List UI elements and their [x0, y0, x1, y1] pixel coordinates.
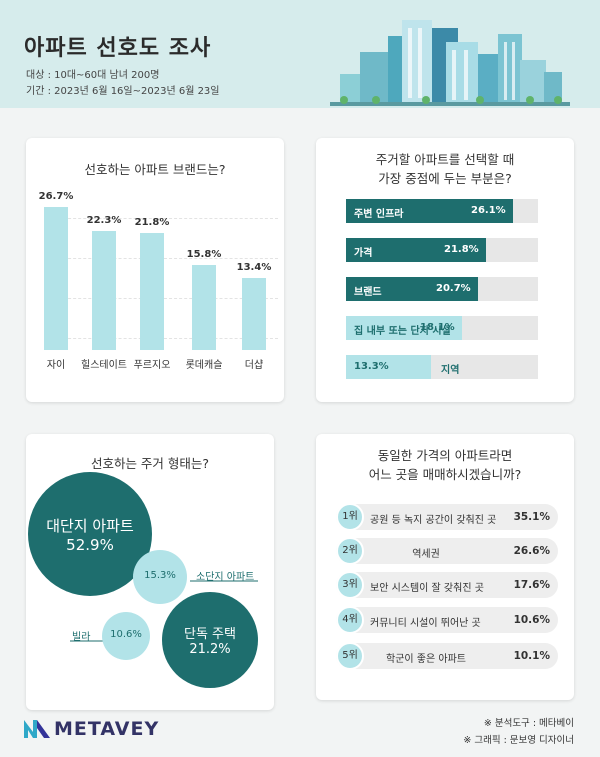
gridline	[58, 218, 278, 219]
rank-row: 2위 역세권 26.6%	[336, 537, 558, 565]
hbar-track: 26.1% 주변 인프라	[346, 199, 538, 223]
brand-chart-card: 선호하는 아파트 브랜드는? 26.7% 자이 22.3% 힐스테이트 21.8% 푸르지…	[26, 138, 284, 402]
rank-value: 10.6%	[513, 614, 550, 626]
bubble-category-label: 소단지 아파트	[196, 572, 255, 583]
bubble-4: 단독 주택 21.2%	[162, 592, 258, 688]
rank-value: 17.6%	[513, 579, 550, 591]
housing-type-title: 선호하는 주거 형태는?	[90, 456, 210, 471]
bubble-3: 10.6%	[102, 612, 150, 660]
bar-1	[44, 206, 68, 350]
brand-chart-title: 선호하는 아파트 브랜드는?	[84, 162, 226, 177]
hbar-value-label: 18.1%	[420, 322, 455, 333]
gridline	[58, 298, 278, 299]
hbar-category-label: 브랜드	[354, 287, 382, 298]
hbar-4	[346, 316, 462, 340]
bar-value-label: 13.4%	[236, 262, 272, 274]
rank-badge: 3위	[336, 571, 364, 599]
bubble-value-label: 21.2%	[189, 642, 231, 657]
rank-row: 5위 학군이 좋은 아파트 10.1%	[336, 642, 558, 670]
hbar-value-label: 13.3%	[354, 361, 389, 372]
hbar-5	[346, 355, 431, 379]
bubble-category-label: 단독 주택	[184, 627, 236, 642]
bubble-value-label: 15.3%	[144, 570, 176, 581]
bar-value-label: 26.7%	[38, 190, 74, 202]
bar-value-label: 22.3%	[86, 214, 122, 226]
hbar-value-label: 20.7%	[436, 283, 471, 294]
bar-category-label: 더샵	[244, 360, 264, 371]
rank-label: 보안 시스템이 잘 갖춰진 곳	[370, 583, 484, 594]
rank-label: 커뮤니티 시설이 뛰어난 곳	[370, 618, 481, 629]
bar-4	[192, 265, 216, 350]
gridline	[58, 258, 278, 259]
bubble-2: 15.3%	[133, 550, 187, 604]
bubble-category-label: 대단지 아파트	[46, 517, 134, 535]
purchase-title-line2: 어느 곳을 매매하시겠습니까?	[368, 467, 522, 482]
criteria-chart-title-line2: 가장 중점에 두는 부분은?	[378, 171, 512, 186]
bar-value-label: 21.8%	[134, 217, 170, 229]
hbar-3	[346, 277, 478, 301]
hbar-value-label: 21.8%	[444, 244, 479, 255]
rank-value: 35.1%	[513, 511, 550, 523]
hbar-category-label: 집 내부 또는 단지 시설	[354, 326, 451, 337]
bar-category-label: 힐스테이트	[81, 360, 127, 371]
bubble-value-label: 10.6%	[110, 629, 142, 640]
metavey-logo-icon	[24, 720, 50, 738]
rank-label: 공원 등 녹지 공간이 갖춰진 곳	[370, 515, 497, 526]
hbar-2	[346, 238, 486, 262]
metavey-logo-text: METAVEY	[54, 718, 160, 740]
bar-3	[140, 233, 164, 350]
rank-badge: 1위	[336, 503, 364, 531]
rank-value: 26.6%	[513, 545, 550, 557]
purchase-title-line1: 동일한 가격의 아파트라면	[377, 448, 513, 463]
bubble-1: 대단지 아파트 52.9%	[28, 472, 152, 596]
rank-label: 역세권	[412, 549, 440, 560]
bar-2	[92, 230, 116, 350]
hbar-track: 13.3% 지역	[346, 355, 538, 379]
hbar-track: 21.8% 가격	[346, 238, 538, 262]
graphic-credit: ※ 그래픽 : 문보영 디자이너	[463, 735, 574, 746]
hbar-category-label: 가격	[354, 248, 373, 259]
hbar-1	[346, 199, 513, 223]
bubble-value-label: 52.9%	[66, 536, 114, 554]
hbar-track: 18.1% 집 내부 또는 단지 시설	[346, 316, 538, 340]
hbar-value-label: 26.1%	[471, 205, 506, 216]
rank-row: 4위 커뮤니티 시설이 뛰어난 곳 10.6%	[336, 606, 558, 634]
rank-badge: 4위	[336, 606, 364, 634]
bar-category-label: 롯데캐슬	[185, 360, 223, 371]
page-title: 아파트 선호도 조사	[24, 36, 212, 61]
hbar-track: 20.7% 브랜드	[346, 277, 538, 301]
rank-label: 학군이 좋은 아파트	[386, 654, 466, 665]
survey-target: 대상 : 10대~60대 남녀 200명	[26, 70, 160, 81]
hbar-category-label: 주변 인프라	[354, 209, 404, 220]
analysis-tool-credit: ※ 분석도구 : 메타베이	[483, 718, 574, 729]
survey-period: 기간 : 2023년 6월 16일~2023년 6월 23일	[26, 86, 220, 97]
rank-badge: 5위	[336, 642, 364, 670]
rank-value: 10.1%	[513, 650, 550, 662]
rank-row: 3위 보안 시스템이 잘 갖춰진 곳 17.6%	[336, 571, 558, 599]
criteria-chart-title-line1: 주거할 아파트를 선택할 때	[375, 152, 515, 167]
rank-row: 1위 공원 등 녹지 공간이 갖춰진 곳 35.1%	[336, 503, 558, 531]
header: 아파트 선호도 조사 대상 : 10대~60대 남녀 200명 기간 : 202…	[0, 0, 600, 108]
bubble-category-label: 빌라	[72, 632, 91, 643]
bar-category-label: 자이	[46, 360, 66, 371]
city-buildings-illustration	[330, 20, 570, 106]
rank-badge: 2위	[336, 537, 364, 565]
gridline	[58, 338, 278, 339]
hbar-category-label: 지역	[441, 365, 460, 376]
bar-value-label: 15.8%	[186, 249, 222, 261]
bar-category-label: 푸르지오	[133, 360, 171, 371]
bar-5	[242, 278, 266, 350]
